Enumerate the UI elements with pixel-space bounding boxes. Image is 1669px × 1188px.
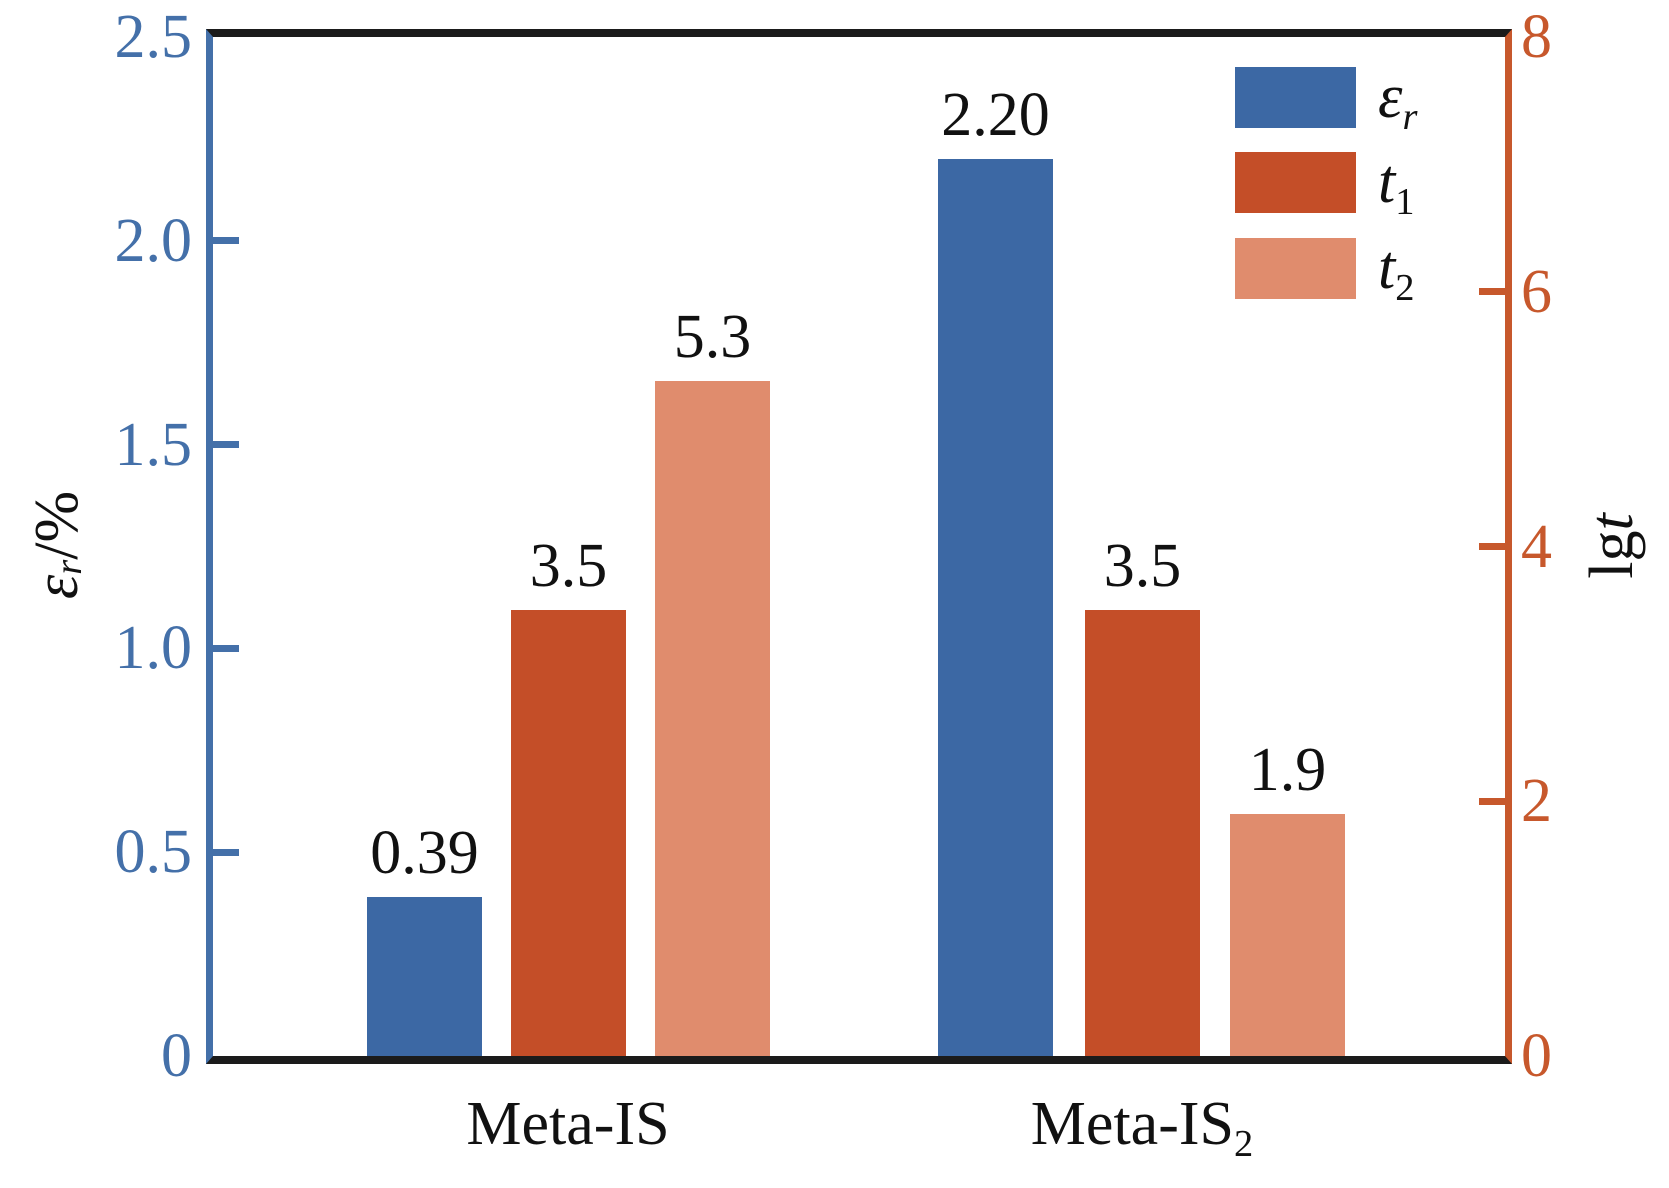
right-axis-tick-6 — [1479, 288, 1505, 296]
left-axis-tick-label-1.5: 1.5 — [114, 410, 193, 479]
left-axis-tick-1.0 — [213, 644, 239, 652]
left-axis-title: ε r/% — [22, 490, 91, 600]
left-axis-tick-label-1.0: 1.0 — [114, 614, 193, 683]
left-axis-title-symbol: ε — [22, 574, 91, 600]
legend-symbol-t2: t — [1378, 234, 1396, 302]
left-axis-title-suffix: /% — [22, 490, 91, 560]
right-axis-tick-label-8: 8 — [1521, 3, 1552, 71]
right-axis-title-prefix: lg — [1577, 530, 1646, 579]
left-axis-tick-label-0.5: 0.5 — [114, 818, 193, 887]
legend-sub-1: 1 — [1395, 180, 1415, 223]
legend-label-epsilon-r: εr — [1378, 66, 1417, 136]
legend-item-t2: t2 — [1235, 237, 1414, 307]
bar-t1-group2 — [1085, 610, 1200, 1056]
legend-swatch-t1 — [1235, 152, 1356, 213]
legend-sub-2: 2 — [1395, 266, 1415, 309]
left-axis-tick-label-0: 0 — [161, 1022, 192, 1090]
x-axis-label-meta-is2-text: Meta-IS — [1030, 1090, 1234, 1158]
bar-value-t2-group1: 5.3 — [673, 302, 752, 371]
left-axis-tick-label-2.0: 2.0 — [114, 206, 193, 275]
bar-t2-group1 — [655, 380, 770, 1056]
bar-epsilon_r-group1 — [367, 897, 482, 1056]
left-axis-tick-2.0 — [213, 237, 239, 245]
bar-value-t1-group1: 3.5 — [529, 532, 608, 601]
right-axis-tick-label-4: 4 — [1521, 512, 1552, 581]
bar-t2-group2 — [1230, 813, 1345, 1056]
legend-item-epsilon-r: εr — [1235, 66, 1417, 136]
right-axis-tick-label-2: 2 — [1521, 767, 1552, 836]
legend-symbol-epsilon: ε — [1378, 63, 1403, 131]
bar-value-epsilon_r-group2: 2.20 — [941, 81, 1050, 150]
x-axis-label-meta-is2-sub: 2 — [1233, 1122, 1254, 1165]
right-axis-tick-2 — [1479, 797, 1505, 805]
right-axis-tick-label-6: 6 — [1521, 257, 1552, 326]
left-axis-tick-label-2.5: 2.5 — [114, 3, 193, 71]
right-axis-title: lg t — [1512, 446, 1669, 646]
legend-swatch-t2 — [1235, 238, 1356, 299]
bar-value-epsilon_r-group1: 0.39 — [370, 819, 479, 888]
legend-symbol-t1: t — [1378, 148, 1396, 216]
right-axis-tick-4 — [1479, 543, 1505, 550]
right-axis-tick-label-0: 0 — [1521, 1022, 1552, 1090]
bar-value-t1-group2: 3.5 — [1103, 532, 1182, 601]
legend-swatch-epsilon-r — [1235, 67, 1356, 128]
legend-item-t1: t1 — [1235, 151, 1414, 221]
legend-sub-r: r — [1402, 95, 1418, 138]
legend-label-t1: t1 — [1378, 151, 1414, 221]
bar-epsilon_r-group2 — [938, 159, 1053, 1056]
bar-t1-group1 — [511, 610, 626, 1056]
plot-area — [206, 29, 1512, 1064]
x-axis-label-meta-is: Meta-IS — [466, 1092, 669, 1156]
x-axis-label-meta-is-text: Meta-IS — [466, 1090, 670, 1158]
legend-label-t2: t2 — [1378, 237, 1414, 307]
left-axis-tick-1.5 — [213, 441, 239, 449]
left-axis-tick-0.5 — [213, 848, 239, 856]
bar-value-t2-group2: 1.9 — [1248, 735, 1327, 804]
right-axis-title-symbol: t — [1577, 513, 1646, 531]
x-axis-label-meta-is2: Meta-IS2 — [1030, 1090, 1253, 1163]
